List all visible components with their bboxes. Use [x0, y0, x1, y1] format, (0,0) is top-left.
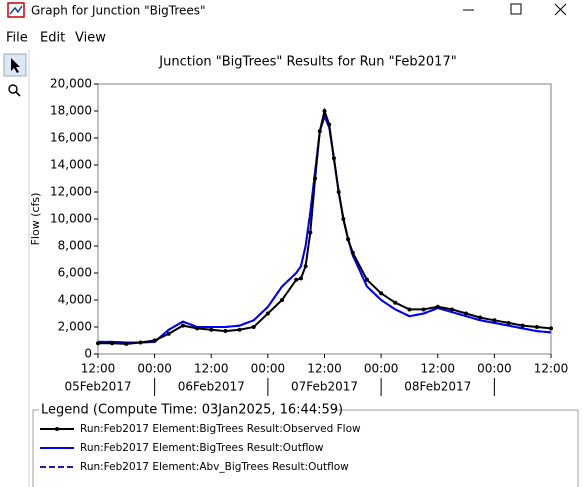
y-tick-label: 20,000: [50, 77, 92, 91]
data-point: [294, 277, 299, 282]
data-point: [280, 298, 285, 302]
x-tick-label: 12:00: [534, 362, 569, 376]
legend-title: Legend (Compute Time: 03Jan2025, 16:44:5…: [41, 403, 343, 418]
legend-label: Run:Feb2017 Element:BigTrees Result:Obse…: [80, 423, 361, 435]
data-point: [237, 327, 242, 332]
zoom-icon: [15, 91, 21, 97]
data-point: [421, 307, 426, 312]
data-point: [379, 291, 384, 296]
data-point: [223, 329, 228, 334]
y-tick-label: 16,000: [50, 131, 92, 145]
y-tick-label: 0: [84, 347, 92, 361]
data-point: [346, 237, 351, 242]
data-point: [364, 277, 369, 282]
x-tick-label: 12:00: [194, 362, 229, 376]
plot: [96, 107, 553, 346]
menu-item[interactable]: Edit: [40, 31, 65, 46]
data-point: [110, 341, 115, 346]
data-point: [506, 320, 511, 325]
data-point: [393, 300, 398, 305]
x-tick-label: 00:00: [251, 362, 286, 376]
data-point: [152, 338, 157, 343]
data-point: [298, 276, 303, 281]
y-tick-label: 4,000: [58, 293, 92, 307]
title-bar: Graph for Junction "BigTrees": [7, 2, 567, 18]
y-tick-label: 8,000: [58, 239, 92, 253]
data-point: [350, 250, 355, 255]
data-point: [317, 129, 322, 134]
data-point: [407, 307, 412, 312]
select-icon: [11, 58, 20, 73]
data-point: [166, 331, 171, 336]
plot-area: [97, 83, 552, 355]
data-point: [534, 325, 539, 329]
menu-bar: File Edit View: [6, 31, 106, 46]
chart-title: Junction "BigTrees" Results for Run "Feb…: [158, 55, 456, 70]
menu-item[interactable]: View: [75, 31, 106, 46]
x-tick-label: 12:00: [307, 362, 342, 376]
app-icon-graph: [9, 5, 23, 15]
zoom-tool[interactable]: [8, 84, 18, 94]
legend-label: Run:Feb2017 Element:Abv_BigTrees Result:…: [80, 461, 349, 473]
data-point: [303, 264, 308, 269]
x-tick-label: 00:00: [137, 362, 172, 376]
y-tick-label: 6,000: [58, 266, 92, 280]
y-tick-label: 18,000: [50, 104, 92, 118]
data-point: [265, 311, 270, 316]
y-tick-label: 2,000: [58, 320, 92, 334]
legend-label: Run:Feb2017 Element:BigTrees Result:Outf…: [80, 442, 324, 454]
maximize-button[interactable]: [510, 3, 522, 15]
x-tick-label: 12:00: [81, 362, 116, 376]
data-point: [549, 326, 553, 331]
x-tick-label: 00:00: [364, 362, 399, 376]
data-point: [251, 325, 256, 329]
window-title: Graph for Junction "BigTrees": [31, 4, 206, 18]
data-point: [96, 341, 100, 346]
data-point: [341, 217, 346, 221]
toolbar: [3, 50, 30, 487]
data-point: [327, 122, 332, 127]
data-point: [124, 341, 129, 346]
date-label: 07Feb2017: [291, 380, 358, 394]
close-button[interactable]: [554, 3, 567, 16]
data-point: [313, 176, 318, 181]
x-tick-label: 00:00: [477, 362, 512, 376]
data-point: [138, 340, 143, 345]
y-axis-label: Flow (cfs): [29, 193, 42, 246]
data-point: [195, 326, 200, 331]
legend-marker: [55, 427, 59, 431]
data-point: [520, 323, 525, 328]
data-point: [478, 315, 483, 320]
data-point: [331, 156, 336, 161]
data-point: [209, 327, 214, 332]
series-line: [98, 113, 552, 344]
date-label: 06Feb2017: [178, 380, 245, 394]
legend-title-bg: [39, 402, 337, 418]
data-point: [180, 323, 185, 328]
y-tick-label: 14,000: [50, 158, 92, 172]
data-point: [492, 318, 497, 323]
y-tick-label: 12,000: [50, 185, 92, 199]
data-point: [322, 109, 327, 113]
data-point: [308, 230, 313, 235]
x-tick-label: 12:00: [420, 362, 455, 376]
data-point: [435, 304, 440, 309]
data-point: [449, 307, 454, 312]
data-point: [336, 190, 341, 194]
y-tick-label: 10,000: [50, 212, 92, 226]
date-label: 05Feb2017: [64, 380, 131, 394]
date-label: 08Feb2017: [404, 380, 471, 394]
data-point: [464, 311, 469, 316]
menu-item[interactable]: File: [6, 31, 28, 46]
